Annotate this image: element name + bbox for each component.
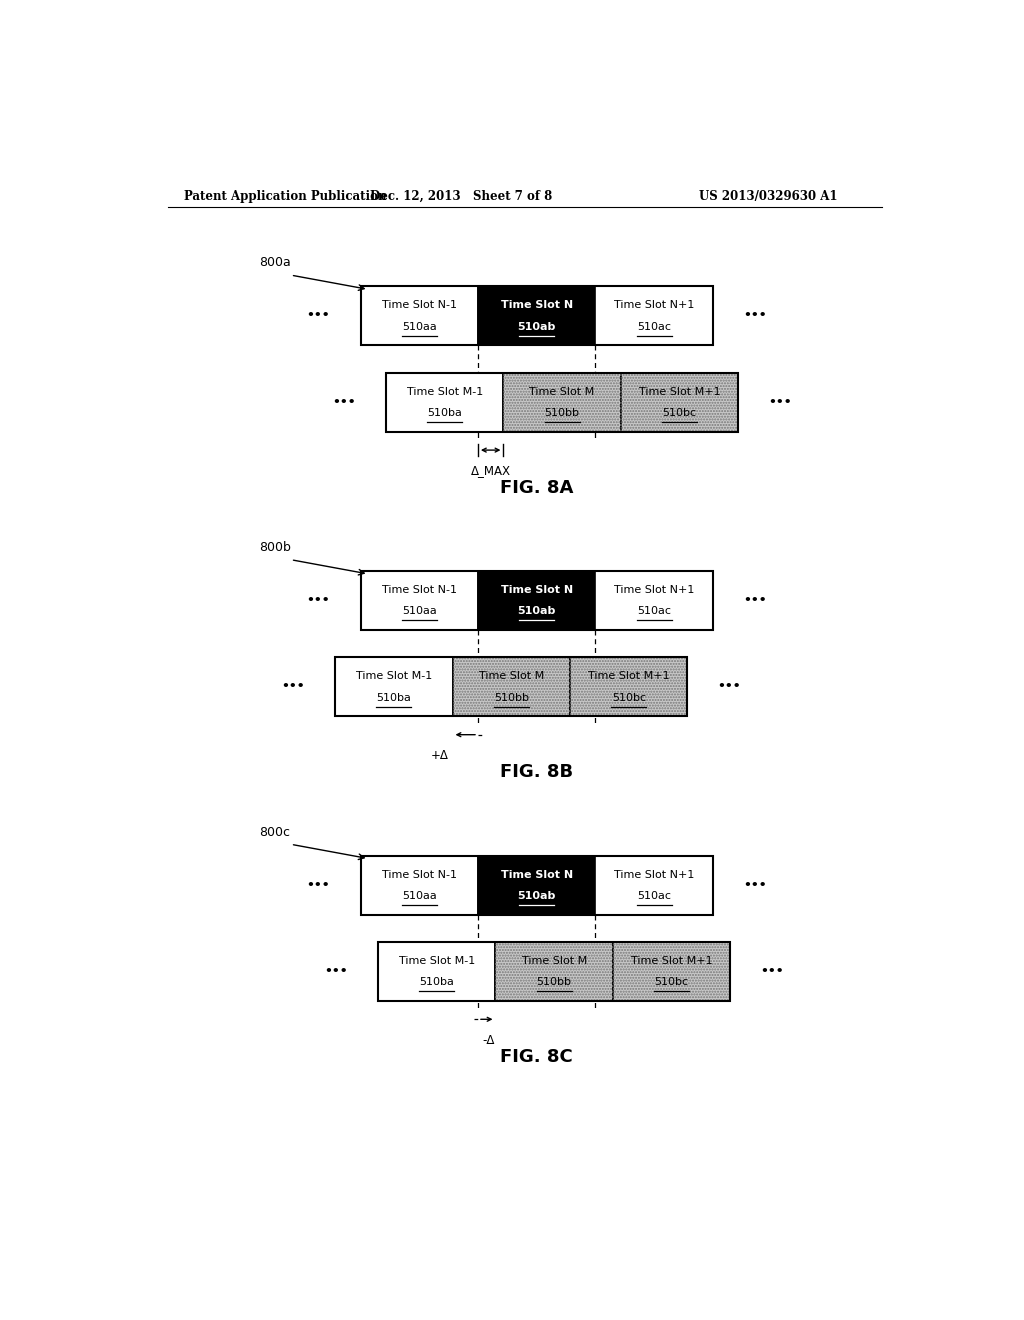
Text: 800c: 800c — [259, 825, 290, 838]
Text: 510ac: 510ac — [637, 322, 671, 331]
Text: Time Slot M-1: Time Slot M-1 — [407, 387, 482, 397]
Text: 510bc: 510bc — [663, 408, 696, 418]
Text: FIG. 8A: FIG. 8A — [500, 479, 573, 496]
Text: -Δ: -Δ — [482, 1034, 495, 1047]
Bar — [335, 657, 687, 717]
Text: 510bb: 510bb — [537, 977, 571, 987]
Text: •••: ••• — [743, 594, 767, 607]
Text: •••: ••• — [769, 396, 793, 409]
Bar — [570, 657, 687, 717]
Text: Time Slot N-1: Time Slot N-1 — [382, 585, 457, 595]
Bar — [360, 572, 713, 630]
Text: 510ac: 510ac — [637, 606, 671, 616]
Text: 510aa: 510aa — [401, 322, 436, 331]
Bar — [360, 855, 478, 915]
Bar — [570, 657, 687, 717]
Text: Time Slot M+1: Time Slot M+1 — [631, 956, 713, 966]
Text: Time Slot N+1: Time Slot N+1 — [614, 870, 694, 879]
Text: Time Slot M: Time Slot M — [521, 956, 587, 966]
Text: 510ba: 510ba — [377, 693, 412, 702]
Text: Time Slot N-1: Time Slot N-1 — [382, 870, 457, 879]
Bar — [504, 372, 621, 432]
Text: 510ac: 510ac — [637, 891, 671, 900]
Text: Time Slot N+1: Time Slot N+1 — [614, 585, 694, 595]
Text: Time Slot N+1: Time Slot N+1 — [614, 301, 694, 310]
Bar — [595, 572, 713, 630]
Text: Dec. 12, 2013   Sheet 7 of 8: Dec. 12, 2013 Sheet 7 of 8 — [371, 190, 552, 202]
Bar — [386, 372, 738, 432]
Bar — [378, 942, 496, 1001]
Text: •••: ••• — [332, 396, 355, 409]
Text: Time Slot N: Time Slot N — [501, 585, 572, 595]
Text: Time Slot N: Time Slot N — [501, 870, 572, 879]
Bar — [453, 657, 570, 717]
Text: Time Slot M: Time Slot M — [529, 387, 595, 397]
Bar — [595, 286, 713, 346]
Text: Time Slot N-1: Time Slot N-1 — [382, 301, 457, 310]
Text: 510ba: 510ba — [419, 977, 455, 987]
Text: 510ab: 510ab — [517, 322, 556, 331]
Text: Time Slot M+1: Time Slot M+1 — [588, 672, 670, 681]
Text: Time Slot N: Time Slot N — [501, 301, 572, 310]
Bar — [378, 942, 730, 1001]
Text: •••: ••• — [282, 680, 305, 693]
Text: 510bb: 510bb — [545, 408, 580, 418]
Text: •••: ••• — [306, 879, 331, 891]
Bar — [504, 372, 621, 432]
Text: 510ab: 510ab — [517, 606, 556, 616]
Text: FIG. 8B: FIG. 8B — [500, 763, 573, 781]
Text: FIG. 8C: FIG. 8C — [501, 1048, 573, 1065]
Text: 800a: 800a — [259, 256, 291, 269]
Bar — [386, 372, 504, 432]
Text: Time Slot M-1: Time Slot M-1 — [355, 672, 432, 681]
Bar — [613, 942, 730, 1001]
Bar — [478, 572, 595, 630]
Bar — [496, 942, 613, 1001]
Bar — [621, 372, 738, 432]
Bar — [613, 942, 730, 1001]
Text: Δ_MAX: Δ_MAX — [471, 465, 511, 478]
Bar — [621, 372, 738, 432]
Bar — [478, 855, 595, 915]
Text: 510ab: 510ab — [517, 891, 556, 900]
Bar — [595, 855, 713, 915]
Text: 510aa: 510aa — [401, 891, 436, 900]
Text: •••: ••• — [761, 965, 784, 978]
Text: 510bc: 510bc — [654, 977, 689, 987]
Text: •••: ••• — [743, 879, 767, 891]
Bar — [496, 942, 613, 1001]
Text: •••: ••• — [306, 309, 331, 322]
Bar — [335, 657, 453, 717]
Text: +Δ: +Δ — [431, 748, 449, 762]
Text: 510bb: 510bb — [494, 693, 528, 702]
Text: 510aa: 510aa — [401, 606, 436, 616]
Text: •••: ••• — [306, 594, 331, 607]
Text: Time Slot M-1: Time Slot M-1 — [398, 956, 475, 966]
Text: Patent Application Publication: Patent Application Publication — [183, 190, 386, 202]
Text: US 2013/0329630 A1: US 2013/0329630 A1 — [699, 190, 838, 202]
Text: 510ba: 510ba — [427, 408, 462, 418]
Bar — [360, 286, 478, 346]
Text: 800b: 800b — [259, 541, 291, 554]
Text: •••: ••• — [325, 965, 348, 978]
Text: 510bc: 510bc — [611, 693, 646, 702]
Bar — [478, 286, 595, 346]
Text: •••: ••• — [718, 680, 741, 693]
Bar — [360, 855, 713, 915]
Text: •••: ••• — [743, 309, 767, 322]
Bar — [453, 657, 570, 717]
Bar — [360, 572, 478, 630]
Bar — [360, 286, 713, 346]
Text: Time Slot M: Time Slot M — [478, 672, 544, 681]
Text: Time Slot M+1: Time Slot M+1 — [639, 387, 720, 397]
